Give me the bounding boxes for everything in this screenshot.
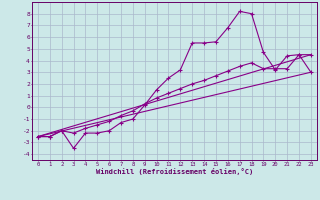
X-axis label: Windchill (Refroidissement éolien,°C): Windchill (Refroidissement éolien,°C) [96, 168, 253, 175]
